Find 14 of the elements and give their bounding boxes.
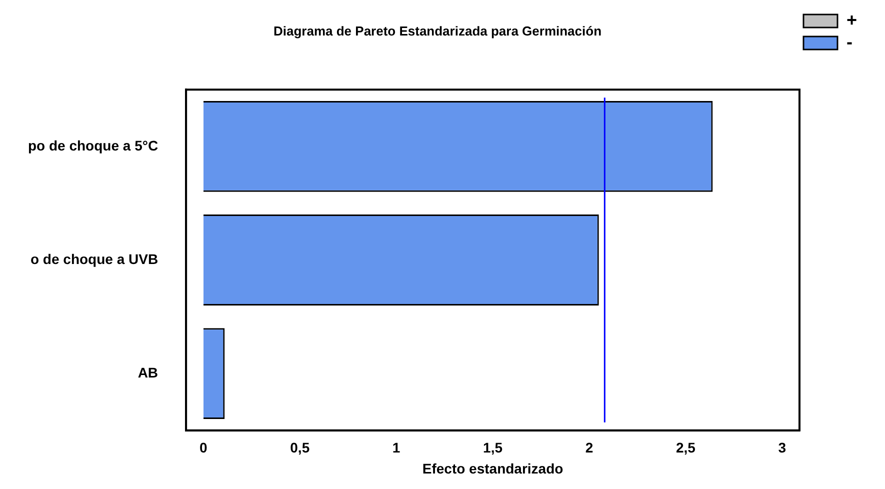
chart-title: Diagrama de Pareto Estandarizada para Germinación xyxy=(273,23,602,38)
x-tick-label: 2,5 xyxy=(676,440,696,456)
legend-label: - xyxy=(846,32,852,52)
legend-label: + xyxy=(846,10,858,30)
x-tick-label: 1,5 xyxy=(483,440,503,456)
x-tick-label: 0 xyxy=(200,440,208,456)
x-tick-label: 0,5 xyxy=(290,440,310,456)
x-tick-label: 2 xyxy=(585,440,594,456)
y-tick-label: po de choque a 5°C xyxy=(28,137,158,154)
x-axis-title: Efecto estandarizado xyxy=(422,460,564,476)
y-tick-label: o de choque a UVB xyxy=(30,250,158,267)
y-tick-label: AB xyxy=(138,364,158,380)
x-tick-label: 1 xyxy=(392,440,400,456)
x-tick-label: 3 xyxy=(778,440,786,456)
